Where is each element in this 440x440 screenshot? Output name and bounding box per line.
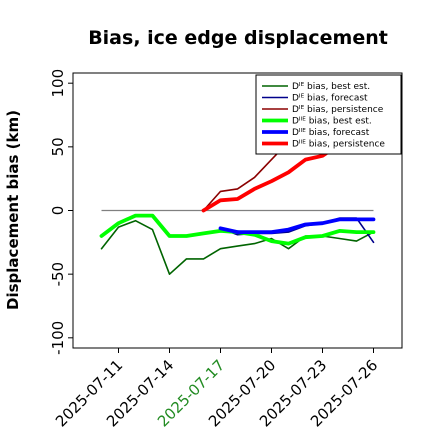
y-tick-label: 100 [49,69,67,98]
series-line-5 [218,217,376,234]
chart-title: Bias, ice edge displacement [88,27,388,49]
legend-label: Dᴵᴱ bias, persistence [292,105,384,115]
legend-box [255,74,402,155]
legend: Dᴵᴱ bias, best est. Dᴵᴱ bias, forecastDᴵᴱ… [255,74,402,155]
legend-label: Dᴵᴵᴱ bias, forecast [292,128,370,138]
x-axis: 2025-07-112025-07-142025-07-172025-07-20… [52,348,381,430]
y-tick-label: 0 [49,206,67,216]
legend-label: Dᴵᴵᴱ bias, best est. [292,117,372,127]
legend-label: Dᴵᴵᴱ bias, persistence [292,140,385,150]
y-axis: -100 -50 0 50 100 [49,69,73,355]
legend-label: Dᴵᴱ bias, best est. [292,82,370,92]
y-tick-label: -100 [49,321,67,355]
legend-label: Dᴵᴱ bias, forecast [292,94,368,104]
y-tick-label: 50 [49,137,67,156]
series-line-1 [100,219,375,275]
y-tick-label: -50 [49,262,67,287]
y-axis-label: Displacement bias (km) [4,110,22,310]
